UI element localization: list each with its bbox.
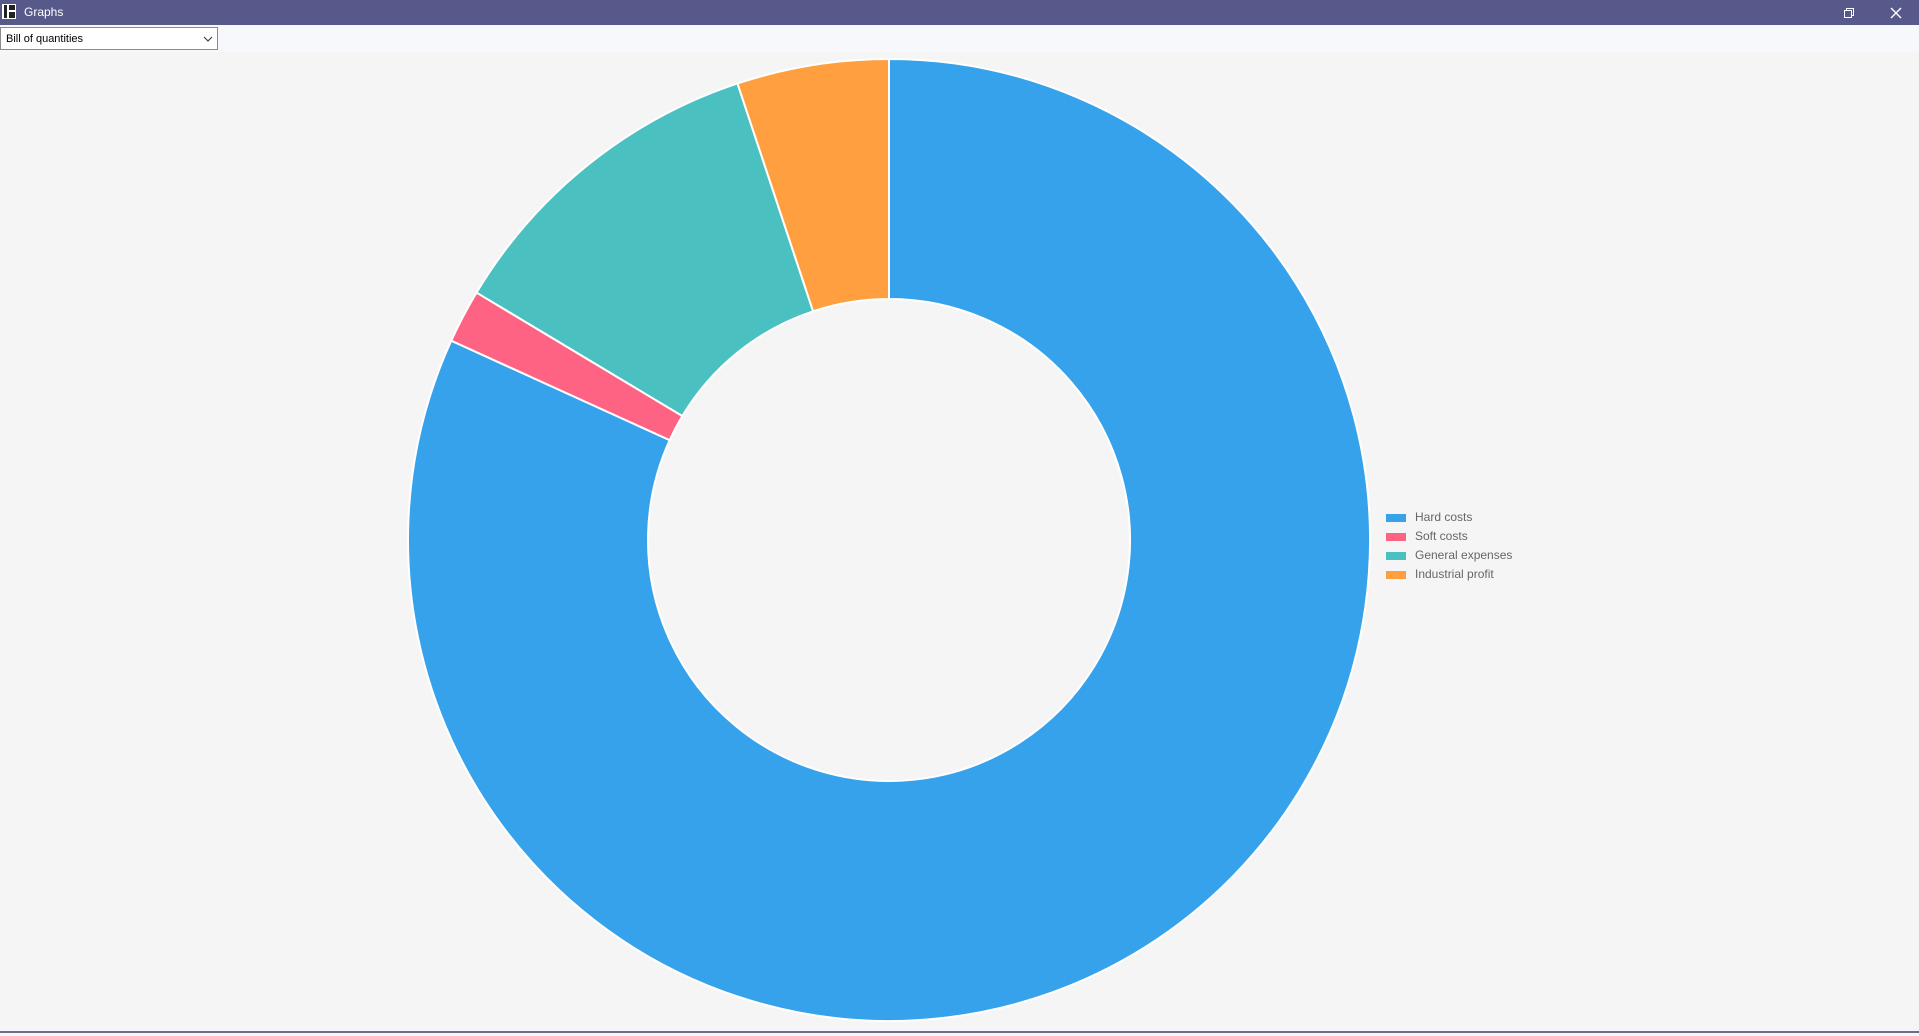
slice-industrial-profit[interactable] [736, 57, 890, 313]
close-icon [1890, 7, 1902, 18]
chart-area [0, 52, 1919, 1031]
legend-label: Industrial profit [1415, 567, 1494, 581]
legend-item-general-expenses[interactable]: General expenses [1386, 547, 1586, 566]
legend-item-hard-costs[interactable]: Hard costs [1386, 509, 1586, 528]
window-title: Graphs [24, 5, 64, 19]
legend-swatch [1386, 552, 1406, 560]
legend-item-soft-costs[interactable]: Soft costs [1386, 528, 1586, 547]
legend-label: Hard costs [1415, 510, 1473, 524]
restore-button[interactable] [1826, 0, 1872, 25]
legend-swatch [1386, 571, 1406, 579]
close-button[interactable] [1873, 0, 1919, 25]
legend-swatch [1386, 514, 1406, 522]
legend-label: General expenses [1415, 548, 1513, 562]
chevron-down-icon [203, 36, 213, 42]
toolbar [0, 25, 1919, 52]
slice-hard-costs[interactable] [407, 57, 1371, 1022]
window-bottom-border [0, 1031, 1919, 1033]
slice-general-expenses[interactable] [475, 82, 815, 418]
legend-label: Soft costs [1415, 529, 1468, 543]
chart-legend: Hard costs Soft costs General expenses Indu… [1386, 509, 1586, 585]
restore-icon [1844, 7, 1854, 18]
dataset-select[interactable]: Bill of quantities [0, 27, 218, 50]
legend-item-industrial-profit[interactable]: Industrial profit [1386, 566, 1586, 585]
title-bar[interactable]: Graphs [0, 0, 1919, 25]
legend-swatch [1386, 533, 1406, 541]
dataset-select-value: Bill of quantities [6, 33, 84, 45]
app-icon [2, 4, 16, 19]
doughnut-chart [407, 57, 1371, 1022]
